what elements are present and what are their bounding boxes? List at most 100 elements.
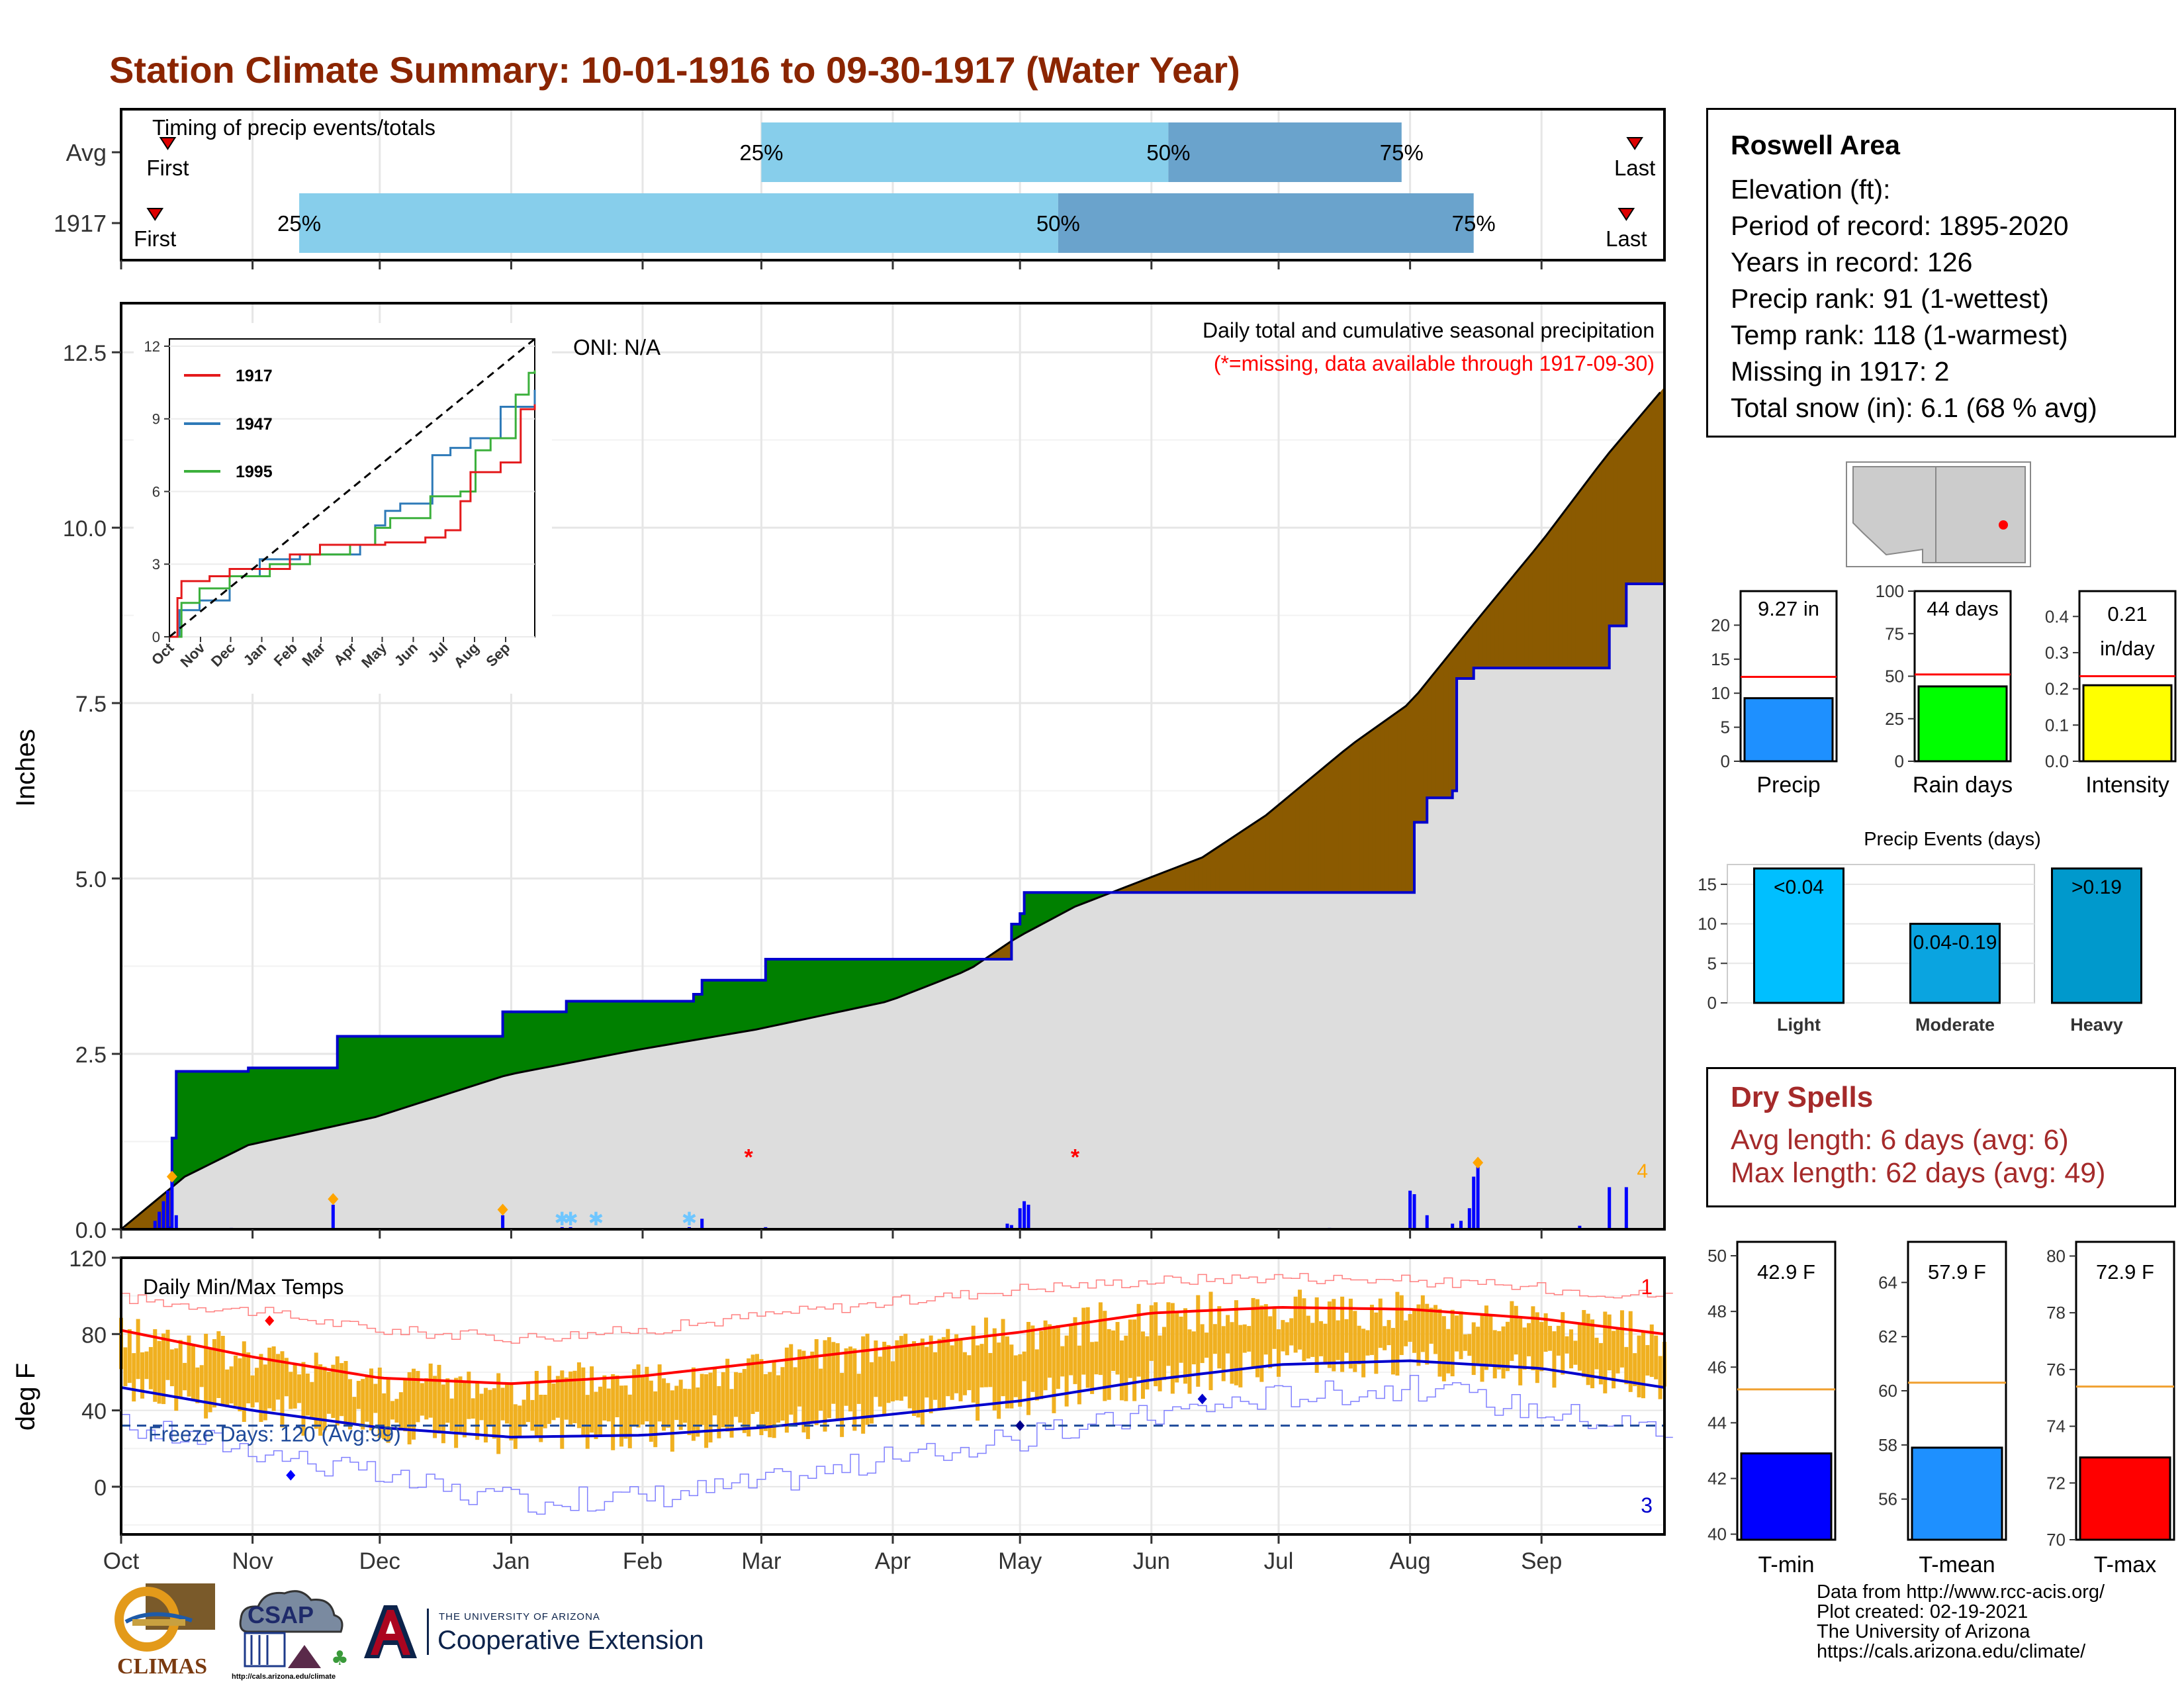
precip-annotation: Daily total and cumulative seasonal prec… — [1203, 318, 1655, 342]
daily-temp-bar — [696, 1387, 700, 1437]
temp-record-low-line — [121, 1374, 1673, 1515]
daily-temp-bar — [284, 1358, 289, 1397]
daily-temp-bar — [136, 1319, 140, 1380]
daily-temp-bar — [165, 1329, 170, 1380]
daily-temp-bar — [365, 1375, 369, 1422]
daily-temp-bar — [606, 1388, 611, 1422]
daily-precip-bar — [165, 1190, 169, 1229]
daily-precip-bar — [1608, 1187, 1612, 1229]
daily-temp-bar — [1488, 1315, 1493, 1365]
daily-temp-bar — [204, 1333, 208, 1419]
daily-temp-bar — [505, 1383, 509, 1424]
inset-series-1995 — [169, 370, 536, 638]
daily-temp-bar — [1327, 1301, 1332, 1368]
daily-temp-bar — [1098, 1302, 1103, 1376]
station-info-box: Roswell Area Elevation (ft): Period of r… — [1706, 108, 2176, 438]
daily-temp-bar — [670, 1390, 674, 1452]
station-precip-rank: Precip rank: 91 (1-wettest) — [1731, 283, 2049, 314]
ytd-gauge-bar — [2082, 684, 2173, 763]
daily-temp-bar — [1492, 1330, 1497, 1379]
daily-temp-bar — [1302, 1298, 1306, 1362]
daily-temp-bar — [369, 1368, 373, 1431]
daily-temp-bar — [1077, 1345, 1081, 1405]
daily-temp-bar — [148, 1346, 153, 1389]
daily-temp-bar — [1013, 1355, 1018, 1397]
daily-temp-bar — [1128, 1319, 1132, 1378]
daily-temp-bar — [1501, 1326, 1506, 1379]
climas-logo-graphic — [114, 1583, 215, 1652]
daily-temp-bar — [1586, 1313, 1590, 1385]
daily-temp-bar — [1459, 1311, 1463, 1360]
temp-gauge-tick-label: 50 — [1707, 1246, 1727, 1266]
daily-temp-bar — [467, 1372, 471, 1419]
daily-temp-bar — [1612, 1331, 1616, 1389]
dry-spells-box: Dry Spells Avg length: 6 days (avg: 6) M… — [1706, 1067, 2176, 1207]
daily-temp-bar — [636, 1364, 641, 1428]
ytd-gauge-bar — [1917, 685, 2008, 763]
daily-temp-bar — [632, 1369, 637, 1426]
daily-temp-bar — [1056, 1325, 1060, 1389]
daily-temp-bar — [1009, 1344, 1014, 1409]
month-label: Oct — [103, 1548, 140, 1574]
daily-temp-bar — [1645, 1344, 1650, 1376]
daily-temp-bar — [1658, 1356, 1662, 1399]
temp-gauge-label: T-max — [2094, 1552, 2156, 1577]
daily-temp-bar — [132, 1353, 136, 1402]
daily-temp-bar — [967, 1355, 972, 1391]
daily-temp-bar — [733, 1372, 738, 1417]
daily-temp-bar — [869, 1362, 874, 1424]
station-snow: Total snow (in): 6.1 (68 % avg) — [1731, 393, 2097, 423]
daily-temp-bar — [1022, 1351, 1026, 1382]
dry-spells-avg: Avg length: 6 days (avg: 6) — [1731, 1124, 2069, 1156]
timing-row-label: Avg — [66, 139, 107, 166]
daily-temp-bar — [856, 1374, 861, 1404]
daily-temp-bar — [1119, 1340, 1124, 1401]
daily-temp-bar — [1238, 1325, 1243, 1387]
daily-temp-bar — [1357, 1325, 1361, 1365]
daily-temp-bar — [394, 1399, 399, 1423]
daily-temp-bar — [1340, 1296, 1345, 1372]
daily-precip-bar — [1459, 1221, 1463, 1229]
daily-temp-bar — [789, 1344, 794, 1415]
daily-temp-bar — [1285, 1322, 1289, 1356]
daily-precip-bar — [1467, 1208, 1471, 1229]
daily-temp-bar — [1281, 1320, 1285, 1352]
daily-temp-bar — [1404, 1320, 1408, 1346]
month-label: Apr — [875, 1548, 911, 1574]
daily-temp-bar — [1484, 1305, 1488, 1370]
daily-temp-bar — [861, 1336, 866, 1434]
daily-temp-bar — [1378, 1298, 1383, 1348]
daily-temp-bar — [1603, 1311, 1608, 1393]
daily-precip-bar — [1425, 1215, 1429, 1229]
daily-temp-bar — [1535, 1312, 1539, 1383]
daily-temp-bar — [754, 1354, 759, 1412]
temp-gauge-tick-label: 64 — [1878, 1272, 1897, 1292]
temp-gauge-label: T-min — [1758, 1552, 1815, 1577]
daily-temp-bar — [220, 1336, 225, 1405]
daily-temp-bar — [326, 1372, 331, 1414]
daily-precip-bar — [161, 1201, 165, 1229]
daily-temp-bar — [691, 1367, 696, 1441]
daily-temp-bar — [1018, 1354, 1023, 1407]
ytd-gauge-tick-label: 0.1 — [2045, 715, 2069, 735]
temp-extreme-marker-icon — [265, 1315, 275, 1327]
daily-temp-bar — [492, 1388, 496, 1439]
temp-gauge-tick-label: 62 — [1878, 1327, 1897, 1346]
daily-temp-bar — [1005, 1336, 1009, 1409]
daily-temp-bar — [988, 1352, 993, 1387]
precip-normal-line — [120, 391, 1661, 1231]
ytd-gauge-tick-label: 15 — [1711, 649, 1730, 669]
daily-temp-bar — [729, 1389, 734, 1438]
dry-spells-max: Max length: 62 days (avg: 49) — [1731, 1157, 2106, 1189]
daily-temp-bar — [157, 1340, 161, 1404]
daily-temp-bar — [293, 1364, 297, 1409]
daily-temp-bar — [831, 1342, 836, 1404]
daily-temp-bar — [1463, 1334, 1467, 1351]
daily-temp-bar — [1107, 1329, 1111, 1400]
oni-label: ONI: N/A — [573, 335, 660, 359]
daily-temp-bar — [437, 1364, 441, 1434]
timing-bar-q50-q75 — [1058, 193, 1474, 253]
timing-q25-label: 25% — [739, 140, 783, 165]
ytd-gauge-value-unit: in/day — [2100, 637, 2155, 660]
temp-gauge-bar — [2079, 1456, 2171, 1541]
